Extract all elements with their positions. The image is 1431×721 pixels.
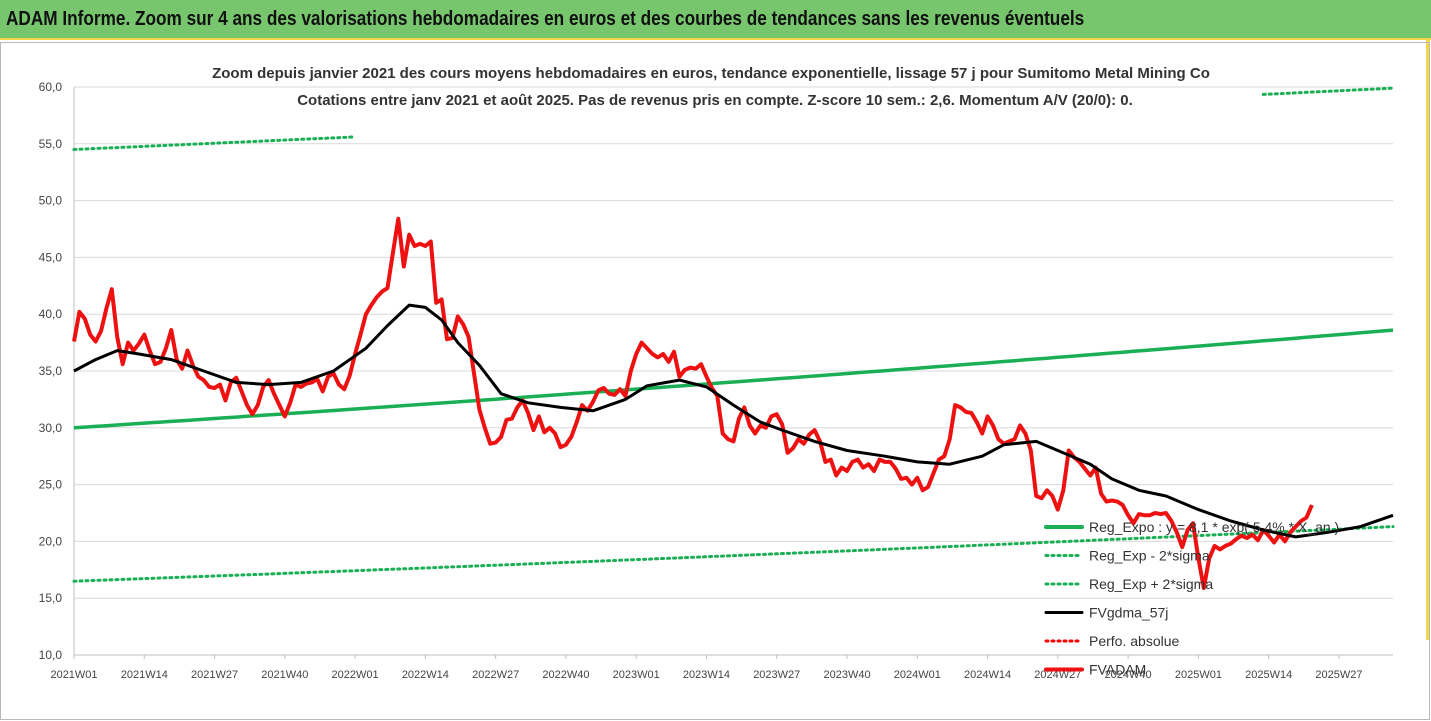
x-tick-label: 2021W27 (191, 669, 238, 681)
chart-frame: 10,0 15,0 20,0 25,0 30,0 35,0 40,0 45,0 50,0 55,0… (0, 42, 1430, 720)
grid (74, 86, 1393, 656)
x-tick-label: 2024W27 (1034, 669, 1081, 681)
x-tick-label: 2024W14 (964, 669, 1011, 681)
chart-title: Zoom depuis janvier 2021 des cours moyen… (212, 65, 1210, 82)
y-tick-label: 20,0 (39, 534, 63, 548)
x-tick-label: 2023W27 (753, 669, 800, 681)
accent-strip (1426, 40, 1430, 640)
y-tick-label: 45,0 (39, 250, 63, 264)
legend-label: FVgdma_57j (1089, 605, 1168, 621)
y-tick-label: 60,0 (39, 80, 63, 94)
legend-label: Perfo. absolue (1089, 633, 1179, 649)
x-tick-label: 2023W40 (823, 669, 870, 681)
x-tick-label: 2024W01 (894, 669, 941, 681)
page-title: ADAM Informe. Zoom sur 4 ans des valoris… (6, 7, 1085, 30)
series-reg-expo (73, 328, 1394, 430)
x-tick-label: 2022W14 (402, 669, 449, 681)
x-tick-label: 2021W14 (121, 669, 168, 681)
y-tick-label: 50,0 (39, 194, 63, 208)
y-tick-label: 25,0 (39, 478, 63, 492)
legend-label: FVADAM (1089, 662, 1146, 678)
x-tick-label: 2021W40 (261, 669, 308, 681)
x-tick-label: 2023W14 (683, 669, 730, 681)
header-bar: ADAM Informe. Zoom sur 4 ans des valoris… (0, 0, 1431, 40)
y-tick-label: 40,0 (39, 307, 63, 321)
y-tick-label: 10,0 (39, 648, 63, 662)
x-tick-label: 2025W01 (1175, 669, 1222, 681)
legend: Reg_Expo : y = 8,1 * exp( 5,4% * X_an ) R… (1044, 519, 1339, 678)
legend-label: Reg_Exp - 2*sigma (1089, 548, 1210, 564)
series-fvadam (72, 216, 1314, 590)
legend-label: Reg_Expo : y = 8,1 * exp( 5,4% * X_an ) (1089, 519, 1339, 535)
series-reg-exp-plus-2sigma (72, 135, 357, 151)
series-reg-exp-plus-2sigma (1261, 86, 1395, 96)
x-tick-label: 2025W14 (1245, 669, 1292, 681)
series-reg-exp-minus-2sigma (72, 525, 1395, 583)
x-tick-label: 2023W01 (613, 669, 660, 681)
x-tick-label: 2022W01 (332, 669, 379, 681)
y-tick-label: 55,0 (39, 137, 63, 151)
series (72, 86, 1395, 590)
y-axis: 10,0 15,0 20,0 25,0 30,0 35,0 40,0 45,0 50,0 55,0… (39, 80, 75, 662)
chart: 10,0 15,0 20,0 25,0 30,0 35,0 40,0 45,0 50,0 55,0… (39, 65, 1395, 681)
x-tick-label: 2022W40 (542, 669, 589, 681)
x-tick-label: 2025W27 (1315, 669, 1362, 681)
y-tick-label: 15,0 (39, 591, 63, 605)
x-tick-label: 2024W40 (1105, 669, 1152, 681)
series-fvgdma (73, 303, 1394, 539)
x-axis: 2021W01 2021W14 2021W27 2021W40 2022W01 2022W… (50, 654, 1393, 681)
y-tick-label: 30,0 (39, 421, 63, 435)
chart-subtitle: Cotations entre janv 2021 et août 2025. … (297, 92, 1133, 109)
x-tick-label: 2022W27 (472, 669, 519, 681)
legend-label: Reg_Exp + 2*sigma (1089, 576, 1213, 592)
y-tick-label: 35,0 (39, 364, 63, 378)
x-tick-label: 2021W01 (50, 669, 97, 681)
